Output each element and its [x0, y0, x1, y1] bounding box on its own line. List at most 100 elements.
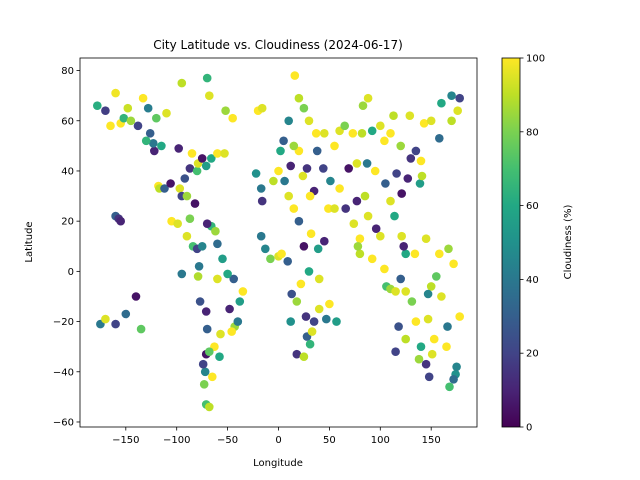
- plot-area-frame: [79, 57, 478, 428]
- data-point: [205, 402, 214, 412]
- data-point: [256, 231, 266, 241]
- data-point: [235, 297, 245, 306]
- data-point: [363, 93, 373, 103]
- y-tick-label: 0: [68, 267, 74, 278]
- data-point: [298, 171, 308, 181]
- data-point: [111, 319, 120, 329]
- data-point: [410, 249, 420, 259]
- data-point: [229, 274, 238, 284]
- data-point: [417, 171, 427, 181]
- data-point: [411, 317, 421, 326]
- data-point: [341, 204, 351, 213]
- data-point: [283, 257, 293, 266]
- data-point: [437, 292, 446, 301]
- data-point: [301, 312, 311, 321]
- data-point: [198, 359, 208, 369]
- data-point: [320, 236, 329, 246]
- x-tick-label: −50: [217, 435, 238, 446]
- x-tick-label: 100: [371, 435, 390, 446]
- data-point: [335, 184, 344, 193]
- data-point: [286, 161, 296, 171]
- y-tick-label: −60: [53, 417, 74, 428]
- data-point: [202, 324, 212, 334]
- data-point: [136, 324, 146, 334]
- x-tick-label: −100: [163, 435, 190, 446]
- data-point: [286, 317, 296, 326]
- data-point: [195, 297, 205, 306]
- data-point: [277, 249, 286, 259]
- data-point: [314, 304, 324, 314]
- data-point: [143, 103, 153, 113]
- data-points: [93, 71, 465, 412]
- colorbar-ticks: 0 20 40 60 80 100: [520, 54, 545, 434]
- data-point: [294, 216, 304, 226]
- data-point: [233, 317, 243, 326]
- data-point: [367, 254, 377, 264]
- data-point: [305, 191, 315, 201]
- data-point: [391, 287, 400, 296]
- data-point: [435, 249, 444, 259]
- data-point: [220, 149, 229, 158]
- data-point: [194, 262, 204, 271]
- x-tick-label: −150: [112, 435, 139, 446]
- data-point: [453, 106, 463, 115]
- data-point: [397, 231, 407, 241]
- data-point: [332, 317, 341, 326]
- data-point: [215, 352, 224, 362]
- data-point: [145, 129, 155, 138]
- data-point: [290, 71, 300, 80]
- data-point: [157, 141, 166, 151]
- data-point: [376, 121, 385, 131]
- data-point: [208, 372, 217, 382]
- x-tick-label: 50: [323, 435, 336, 446]
- data-point: [289, 204, 299, 213]
- data-point: [299, 242, 309, 251]
- y-tick-label: 40: [61, 166, 74, 177]
- data-point: [238, 287, 248, 296]
- data-point: [251, 169, 261, 178]
- data-point: [403, 174, 413, 183]
- data-point: [360, 191, 370, 201]
- data-point: [180, 174, 190, 183]
- data-point: [200, 367, 210, 377]
- data-point: [344, 164, 354, 173]
- colorbar-tick-label: 100: [526, 54, 545, 65]
- data-point: [280, 176, 289, 186]
- data-point: [397, 189, 407, 198]
- data-point: [401, 334, 411, 344]
- data-point: [101, 106, 110, 115]
- data-point: [319, 164, 328, 173]
- data-point: [405, 111, 415, 120]
- data-point: [389, 111, 398, 120]
- data-point: [414, 354, 424, 364]
- data-point: [138, 93, 148, 103]
- data-point: [386, 196, 395, 206]
- data-point: [306, 229, 316, 238]
- data-point: [309, 317, 319, 326]
- data-point: [141, 136, 151, 146]
- data-point: [391, 347, 400, 357]
- x-axis-label: Longitude: [253, 458, 303, 469]
- data-point: [216, 329, 225, 339]
- data-point: [292, 297, 302, 306]
- data-point: [429, 334, 439, 344]
- data-point: [324, 204, 333, 213]
- x-tick-label: 0: [275, 435, 281, 446]
- data-point: [133, 121, 143, 131]
- data-point: [175, 184, 185, 193]
- data-point: [426, 282, 436, 291]
- colorbar-tick-label: 40: [526, 275, 539, 286]
- data-point: [296, 279, 306, 289]
- data-point: [199, 380, 209, 389]
- data-point: [177, 269, 187, 279]
- data-point: [326, 176, 335, 186]
- data-point: [284, 116, 294, 126]
- data-point: [302, 164, 312, 173]
- data-point: [455, 93, 465, 103]
- data-point: [149, 139, 158, 148]
- data-point: [314, 274, 324, 284]
- data-point: [401, 287, 411, 296]
- data-point: [452, 362, 461, 372]
- data-point: [304, 116, 314, 126]
